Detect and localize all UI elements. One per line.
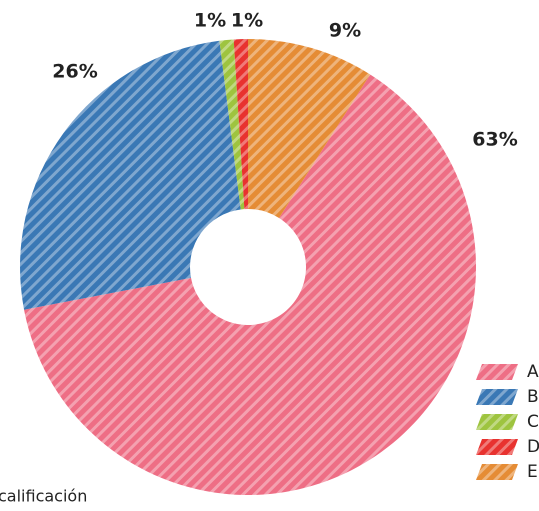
legend-swatch [476,389,518,405]
value-label: 1% [231,10,263,32]
donut-slice [24,74,476,496]
donut-slice [19,40,241,310]
legend-label: D [527,437,539,457]
value-label: 26% [52,61,97,83]
legend-label: B [527,387,539,407]
legend-swatch [476,439,518,455]
value-label: 1% [194,10,226,32]
legend-swatch [476,364,518,380]
legend-swatch [476,464,518,480]
donut-slice [248,39,371,219]
donut-slice [233,39,248,210]
donut-slice [219,39,245,210]
value-label: 63% [472,129,517,151]
legend-label: A [527,362,539,382]
legend-label: E [527,462,538,482]
legend-swatch [476,414,518,430]
caption: calificación [0,487,87,506]
value-label: 9% [329,20,361,42]
legend-label: C [527,412,539,432]
